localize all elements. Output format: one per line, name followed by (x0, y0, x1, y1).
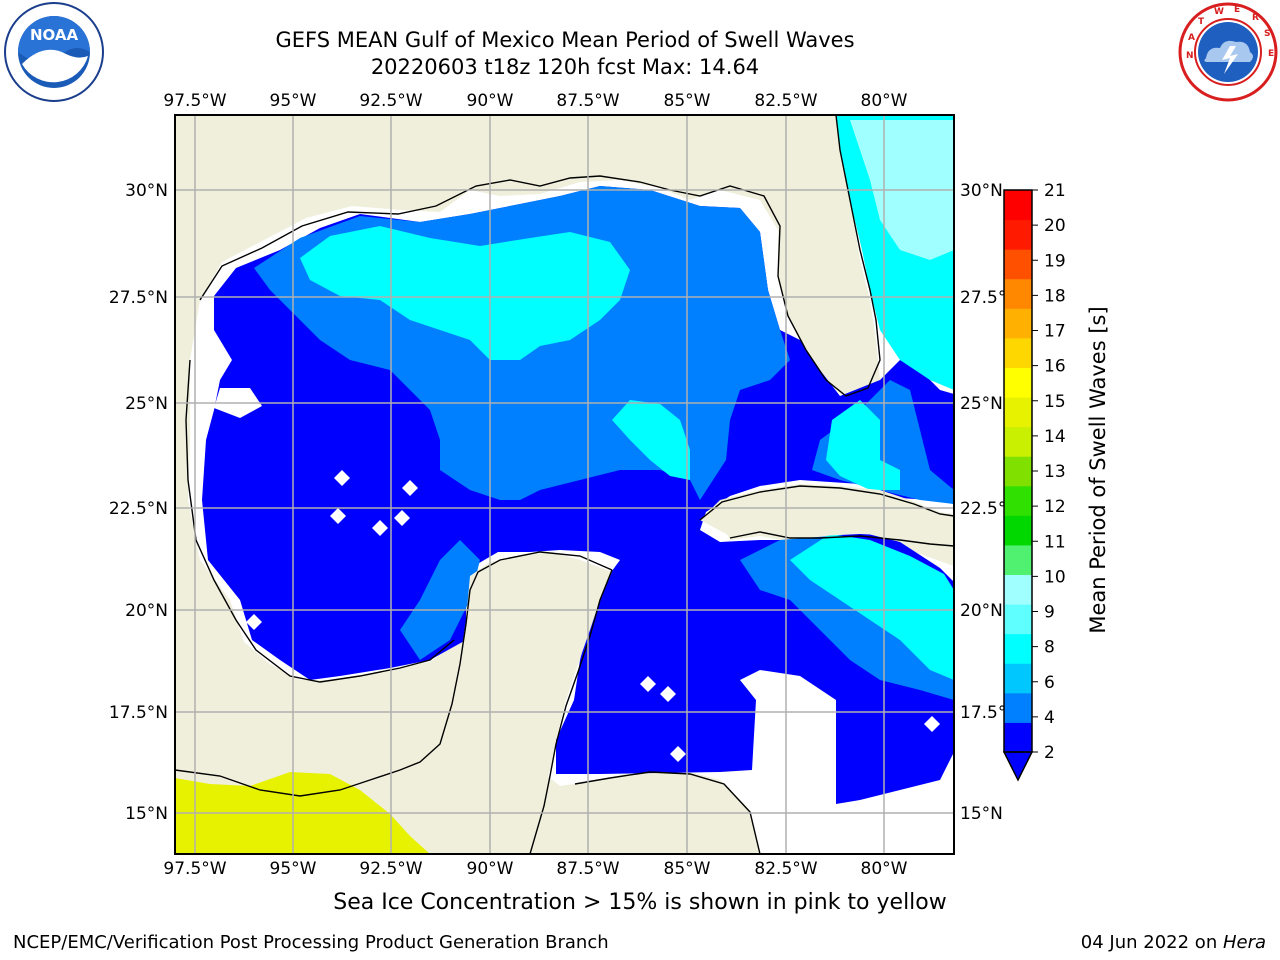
colorbar-cell (1004, 485, 1032, 516)
colorbar-tick-label: 16 (1044, 357, 1066, 377)
colorbar-cell (1004, 456, 1032, 487)
colorbar-cell (1004, 249, 1032, 280)
sea-ice-note: Sea Ice Concentration > 15% is shown in … (333, 890, 947, 915)
lat-label-right: 15°N (960, 804, 1003, 824)
yucatan-land (175, 552, 612, 854)
lat-label-right: 20°N (960, 601, 1003, 621)
host-name: Hera (1222, 932, 1266, 953)
svg-text:N: N (1186, 51, 1194, 61)
svg-text:T: T (1198, 17, 1205, 27)
colorbar-label: Mean Period of Swell Waves [s] (1086, 306, 1110, 633)
colorbar-cell (1004, 722, 1032, 753)
colorbar-tick-label: 12 (1044, 497, 1066, 517)
lon-label-bottom: 80°W (861, 859, 908, 879)
lon-label-bottom: 97.5°W (163, 859, 226, 879)
colorbar-cell (1004, 190, 1032, 221)
generation-date-text: 04 Jun 2022 on (1080, 932, 1223, 953)
colorbar-cell (1004, 278, 1032, 309)
colorbar-cell (1004, 515, 1032, 546)
colorbar-tick-label: 13 (1044, 462, 1066, 482)
lat-label-left: 15°N (125, 804, 168, 824)
colorbar-cell (1004, 397, 1032, 428)
colorbar-cell (1004, 663, 1032, 694)
colorbar-tick-label: 15 (1044, 392, 1066, 412)
lon-label-top: 97.5°W (163, 91, 226, 111)
swell-band-4s-south (400, 540, 480, 660)
colorbar-cell (1004, 219, 1032, 250)
swell-band-6s-central (612, 400, 690, 480)
colorbar-extend-arrow (1002, 751, 1034, 782)
lon-label-top: 95°W (270, 91, 317, 111)
lon-label-top: 87.5°W (556, 91, 619, 111)
lon-label-bottom: 82.5°W (754, 859, 817, 879)
colorbar-cell (1004, 574, 1032, 605)
generation-date: 04 Jun 2022 on Hera (1081, 932, 1266, 953)
lon-label-top: 80°W (861, 91, 908, 111)
colorbar-tick-label: 11 (1044, 532, 1066, 552)
map-area (175, 115, 954, 854)
colorbar-tick-label: 20 (1044, 216, 1066, 236)
lon-label-bottom: 87.5°W (556, 859, 619, 879)
colorbar-cell (1004, 604, 1032, 635)
lon-label-top: 90°W (467, 91, 514, 111)
colorbar-tick-label: 8 (1044, 638, 1055, 658)
colorbar-cell (1004, 367, 1032, 398)
colorbar-tick-label: 17 (1044, 322, 1066, 342)
producer-credit: NCEP/EMC/Verification Post Processing Pr… (13, 932, 609, 953)
colorbar-tick-label: 2 (1044, 743, 1055, 763)
lon-label-top: 85°W (664, 91, 711, 111)
lat-label-left: 25°N (125, 394, 168, 414)
swell-band-6s-straits (826, 400, 900, 490)
lon-label-top: 82.5°W (754, 91, 817, 111)
map-border (174, 114, 955, 855)
colorbar-tick-label: 6 (1044, 673, 1055, 693)
colorbar-cell (1004, 544, 1032, 576)
colorbar-cell (1004, 692, 1032, 723)
svg-text:E: E (1234, 5, 1240, 15)
lat-label-left: 17.5°N (109, 703, 168, 723)
swell-band-6s-caribbean (790, 534, 954, 680)
lon-label-bottom: 92.5°W (359, 859, 422, 879)
colorbar: 2 4 6 8 9 10 11 12 13 14 15 16 17 18 19 20 21 (1002, 181, 1066, 782)
svg-text:W: W (1214, 7, 1224, 17)
colorbar-tick-label: 14 (1044, 427, 1066, 447)
svg-text:A: A (1188, 33, 1195, 43)
lat-label-left: 27.5°N (109, 288, 168, 308)
lon-label-top: 92.5°W (359, 91, 422, 111)
lon-label-bottom: 90°W (467, 859, 514, 879)
nws-logo-icon: NAT W ER SE (1178, 2, 1278, 102)
lat-label-left: 20°N (125, 601, 168, 621)
colorbar-tick-label: 4 (1044, 708, 1055, 728)
colorbar-tick-label: 9 (1044, 603, 1055, 623)
chart-subtitle: 20220603 t18z 120h fcst Max: 14.64 (370, 55, 760, 79)
colorbar-cell (1004, 426, 1032, 457)
colorbar-cell (1004, 633, 1032, 664)
lat-label-right: 25°N (960, 394, 1003, 414)
svg-text:S: S (1264, 29, 1270, 39)
lon-labels: 97.5°W 95°W 92.5°W 90°W 87.5°W 85°W 82.5… (163, 91, 907, 879)
noaa-logo-icon: NOAA (4, 2, 104, 102)
noaa-logo-text: NOAA (30, 26, 79, 44)
colorbar-tick-label: 10 (1044, 567, 1066, 587)
lat-label-left: 22.5°N (109, 499, 168, 519)
cuba-land (700, 484, 954, 540)
lon-label-bottom: 95°W (270, 859, 317, 879)
colorbar-tick-label: 19 (1044, 251, 1066, 271)
no-data-diamonds (214, 388, 940, 762)
colorbar-cell (1004, 337, 1032, 368)
lon-label-bottom: 85°W (664, 859, 711, 879)
lat-label-right: 30°N (960, 181, 1003, 201)
colorbar-tick-label: 18 (1044, 286, 1066, 306)
lat-labels: 30°N 27.5°N 25°N 22.5°N 20°N 17.5°N 15°N… (109, 181, 1019, 824)
graticule (175, 115, 954, 854)
svg-text:R: R (1252, 13, 1259, 23)
swell-band-6s (300, 226, 630, 360)
lat-label-left: 30°N (125, 181, 168, 201)
chart-title: GEFS MEAN Gulf of Mexico Mean Period of … (275, 28, 855, 52)
colorbar-tick-label: 21 (1044, 181, 1066, 201)
colorbar-cell (1004, 308, 1032, 339)
svg-text:E: E (1268, 49, 1274, 59)
